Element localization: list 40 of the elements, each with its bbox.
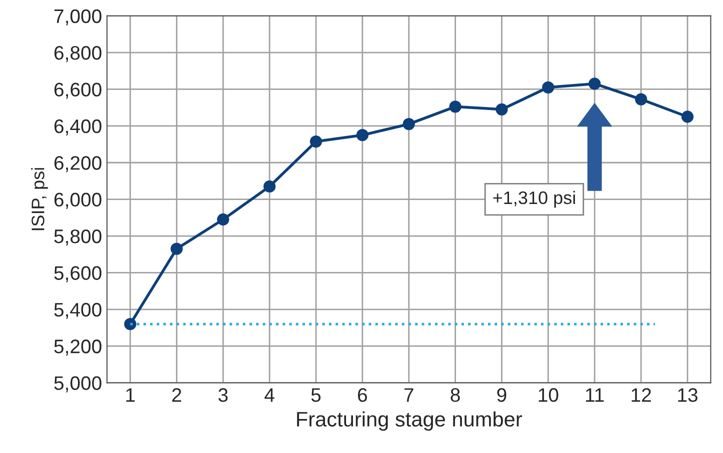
point	[449, 100, 462, 113]
y-axis-title: ISIP, psi	[31, 168, 48, 230]
x-tick-label: 8	[450, 388, 460, 402]
x-tick-label: 4	[264, 388, 274, 402]
point	[681, 110, 694, 123]
y-tick-label: 6,400	[54, 119, 102, 136]
x-tick-label: 1	[126, 388, 135, 402]
point	[634, 93, 648, 106]
point	[356, 129, 368, 142]
y-tick-label: 5,800	[54, 229, 102, 246]
x-tick-label: 13	[678, 388, 698, 402]
x-axis-title: Fracturing stage number	[297, 411, 522, 431]
point	[588, 78, 601, 90]
y-tick-label: 5,200	[54, 340, 102, 356]
y-tick-label: 5,400	[54, 302, 102, 319]
x-tick-label: 2	[172, 388, 182, 402]
x-tick-label: 9	[497, 388, 506, 402]
point	[263, 180, 276, 193]
y-tick-label: 7,000	[54, 9, 102, 26]
x-tick-label: 10	[538, 388, 558, 402]
point	[310, 135, 322, 148]
x-tick-label: 11	[586, 388, 604, 402]
y-tick-label: 6,800	[54, 46, 102, 62]
y-tick-label: 6,200	[54, 156, 102, 172]
x-tick-label: 5	[311, 388, 321, 402]
y-tick-label: 6,000	[54, 192, 102, 209]
annotation: +1,310 psi	[493, 190, 575, 208]
y-tick-label: 5,600	[54, 266, 102, 282]
point	[170, 242, 183, 255]
point	[217, 213, 230, 226]
y-tick-label: 6,600	[54, 82, 102, 99]
x-tick-label: 3	[218, 388, 228, 402]
point	[402, 118, 415, 130]
x-tick-label: 12	[632, 388, 651, 402]
x-tick-label: 7	[404, 388, 414, 402]
point	[124, 318, 136, 330]
x-tick-label: 6	[358, 388, 367, 402]
point	[496, 103, 508, 116]
y-tick-label: 5,000	[54, 376, 102, 392]
point	[542, 81, 554, 94]
